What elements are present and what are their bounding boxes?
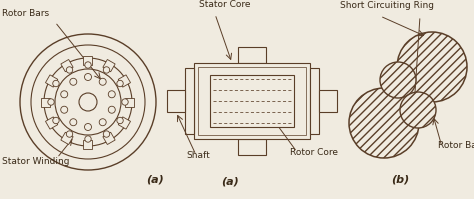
Text: Shaft: Shaft: [186, 151, 210, 160]
Polygon shape: [103, 132, 115, 144]
Polygon shape: [61, 60, 73, 72]
Circle shape: [70, 119, 77, 126]
Circle shape: [53, 117, 59, 124]
Text: (a): (a): [146, 175, 164, 185]
Polygon shape: [83, 139, 92, 148]
Text: (b): (b): [391, 175, 409, 185]
Polygon shape: [42, 98, 51, 106]
Polygon shape: [83, 56, 92, 64]
Circle shape: [117, 117, 123, 124]
Bar: [194, 63, 310, 139]
Circle shape: [103, 131, 109, 137]
Circle shape: [99, 78, 106, 85]
Text: Stator Core: Stator Core: [199, 0, 251, 9]
Circle shape: [55, 69, 121, 135]
Bar: [167, 90, 185, 112]
Bar: [319, 90, 337, 112]
Circle shape: [400, 92, 436, 128]
Text: (a): (a): [221, 177, 239, 187]
Circle shape: [108, 106, 115, 113]
Bar: [198, 67, 306, 135]
Circle shape: [349, 88, 419, 158]
Polygon shape: [46, 117, 58, 129]
Polygon shape: [61, 132, 73, 144]
Text: Rotor Bars: Rotor Bars: [2, 10, 49, 19]
Bar: [210, 75, 294, 127]
Polygon shape: [46, 75, 58, 87]
Bar: [310, 68, 319, 134]
Polygon shape: [118, 75, 130, 87]
Circle shape: [99, 119, 106, 126]
Circle shape: [66, 131, 73, 137]
Circle shape: [397, 32, 467, 102]
Circle shape: [122, 99, 128, 105]
Text: Stator Winding: Stator Winding: [2, 157, 70, 167]
Circle shape: [53, 80, 59, 87]
Circle shape: [84, 73, 91, 81]
Circle shape: [85, 136, 91, 142]
Circle shape: [380, 62, 416, 98]
Circle shape: [103, 67, 109, 73]
Circle shape: [84, 124, 91, 131]
Circle shape: [70, 78, 77, 85]
Polygon shape: [126, 98, 135, 106]
Polygon shape: [103, 60, 115, 72]
Polygon shape: [118, 117, 130, 129]
Circle shape: [85, 62, 91, 68]
Text: Rotor Bars: Rotor Bars: [438, 141, 474, 150]
Circle shape: [66, 67, 73, 73]
Text: Short Circuiting Ring: Short Circuiting Ring: [340, 1, 434, 10]
Circle shape: [61, 91, 68, 98]
Circle shape: [108, 91, 115, 98]
Circle shape: [79, 93, 97, 111]
Bar: [238, 47, 266, 63]
Bar: [185, 68, 194, 134]
Circle shape: [117, 80, 123, 87]
Circle shape: [48, 99, 54, 105]
Bar: [238, 139, 266, 155]
Text: Rotor Core: Rotor Core: [290, 148, 338, 157]
Circle shape: [61, 106, 68, 113]
